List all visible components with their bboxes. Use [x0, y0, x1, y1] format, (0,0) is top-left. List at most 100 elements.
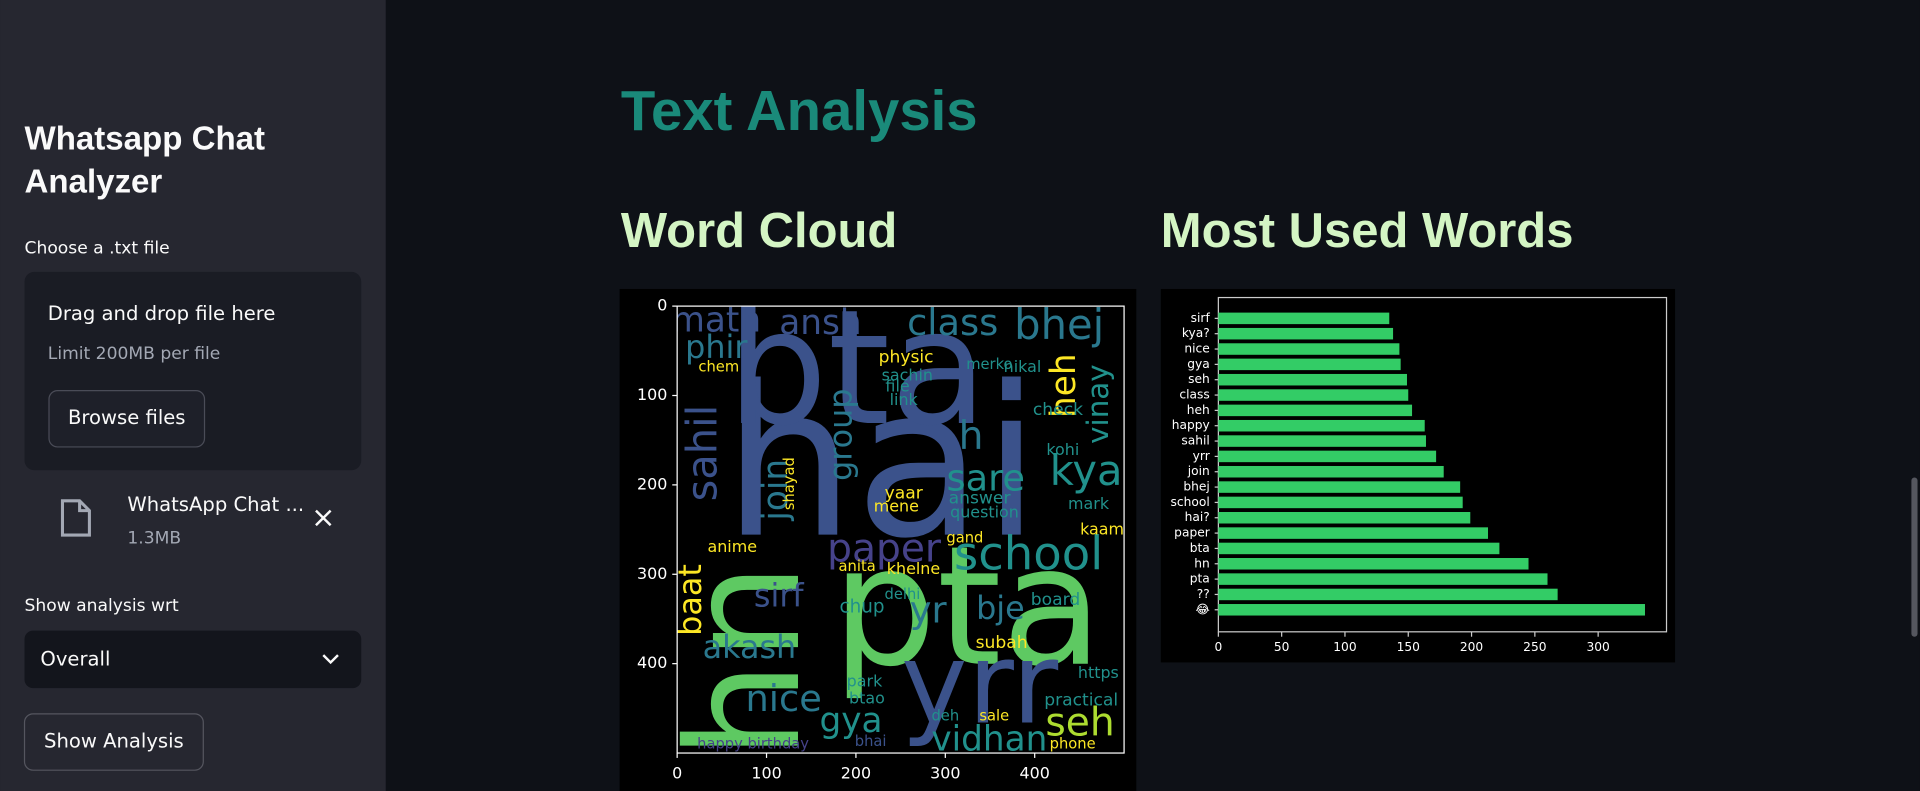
x-tick-label: 250 — [1523, 640, 1546, 654]
word: join — [756, 459, 796, 522]
bar — [1218, 343, 1400, 355]
word: answer — [949, 488, 1012, 508]
word: ansh — [779, 303, 861, 343]
bar — [1218, 450, 1437, 463]
scrollbar[interactable] — [1911, 477, 1918, 637]
word: sirf — [754, 577, 805, 615]
section-heading: Most Used Words — [1161, 204, 1574, 258]
word: gya — [820, 701, 883, 741]
bar — [1218, 389, 1409, 401]
word: pta — [832, 511, 1103, 703]
word: subah — [976, 633, 1028, 653]
bar — [1218, 435, 1426, 447]
select-value: Overall — [40, 647, 110, 670]
bar — [1218, 327, 1394, 340]
word: chem — [698, 358, 739, 375]
y-tick-label: bhej — [1183, 480, 1209, 494]
word: sahil — [677, 405, 726, 502]
bar — [1218, 496, 1463, 509]
wordcloud-frame — [676, 305, 1125, 754]
wordcloud-image — [677, 306, 1125, 754]
y-tick-label: pta — [1190, 572, 1210, 586]
browse-button[interactable] — [48, 389, 206, 448]
word: shayad — [781, 457, 798, 510]
word: practical — [1044, 690, 1118, 710]
y-tick-label: 😂 — [1195, 602, 1209, 616]
y-tick-label: hai? — [1185, 510, 1210, 524]
word: btao — [849, 689, 885, 708]
y-tick-label: kya? — [1182, 326, 1210, 340]
x-tick-label: 400 — [1020, 763, 1050, 782]
y-tick-label: bta — [1190, 541, 1210, 555]
select-label: Show analysis wrt — [25, 596, 179, 616]
word: kya — [1050, 446, 1123, 495]
dropzone-heading: Drag and drop file here — [48, 302, 276, 325]
word: mark — [1068, 494, 1110, 513]
y-tick-label: 200 — [637, 474, 667, 493]
y-tick-label: sahil — [1181, 434, 1209, 448]
word: anita — [839, 558, 876, 575]
word: sale — [979, 707, 1009, 724]
remove-file[interactable] — [315, 509, 332, 527]
show-analysis-button[interactable] — [23, 713, 204, 771]
word: yaar — [885, 483, 924, 503]
x-tick-label: 0 — [1214, 640, 1222, 654]
bar — [1218, 588, 1558, 601]
word: kaam — [1080, 520, 1124, 539]
word: question — [950, 503, 1019, 522]
x-tick-label: 50 — [1274, 640, 1290, 654]
y-tick-label: heh — [1187, 403, 1210, 417]
y-tick-label: hn — [1194, 556, 1210, 570]
bar — [1218, 604, 1645, 616]
word: vidhan — [931, 719, 1047, 759]
y-tick-label: seh — [1188, 372, 1210, 386]
y-tick-label: happy — [1172, 418, 1210, 432]
file-label: Choose a .txt file — [25, 239, 170, 259]
word: mene — [874, 496, 919, 515]
section-heading: Word Cloud — [621, 204, 898, 258]
y-tick-label: 0 — [657, 296, 667, 315]
select-box[interactable] — [24, 630, 362, 689]
file-name: WhatsApp Chat ... — [127, 493, 304, 516]
x-tick-label: 200 — [841, 763, 871, 782]
word: kohi — [1046, 440, 1079, 459]
x-tick-label: 200 — [1460, 640, 1483, 654]
word: bje — [976, 589, 1025, 627]
word: school — [954, 527, 1103, 581]
x-tick-label: 150 — [1397, 640, 1420, 654]
y-tick-label: yrr — [1193, 449, 1211, 463]
bar-frame — [1217, 296, 1668, 633]
word: paper — [827, 527, 942, 572]
word: yr — [910, 589, 948, 632]
word: yrr — [901, 618, 1059, 750]
y-tick-label: 100 — [637, 385, 667, 404]
y-tick-label: class — [1179, 388, 1209, 402]
y-tick-label: gya — [1187, 357, 1210, 371]
y-tick-label: nice — [1184, 342, 1209, 356]
bar — [1218, 373, 1407, 386]
word: hai — [723, 343, 1040, 585]
word: deh — [931, 707, 959, 724]
word: park — [847, 672, 883, 691]
word: vinay — [1081, 364, 1115, 444]
word: sachin — [882, 365, 933, 384]
dropzone-limit: Limit 200MB per file — [48, 344, 221, 364]
word: gand — [946, 530, 983, 547]
word: akash — [703, 628, 797, 666]
bar — [1218, 465, 1444, 478]
x-tick-label: 100 — [751, 763, 781, 782]
bar — [1218, 404, 1413, 417]
bar — [1218, 558, 1529, 570]
word: bhai — [855, 733, 887, 750]
word: merko — [966, 356, 1012, 373]
show-analysis-label: Show Analysis — [44, 730, 184, 753]
word: happy birthday — [697, 735, 809, 752]
word: link — [890, 390, 919, 409]
browse-button-label: Browse files — [68, 406, 186, 429]
word: file — [885, 376, 909, 395]
word: sare — [946, 456, 1025, 499]
word: group — [821, 388, 859, 480]
word: phone — [1050, 735, 1096, 752]
x-tick-label: 100 — [1333, 640, 1356, 654]
